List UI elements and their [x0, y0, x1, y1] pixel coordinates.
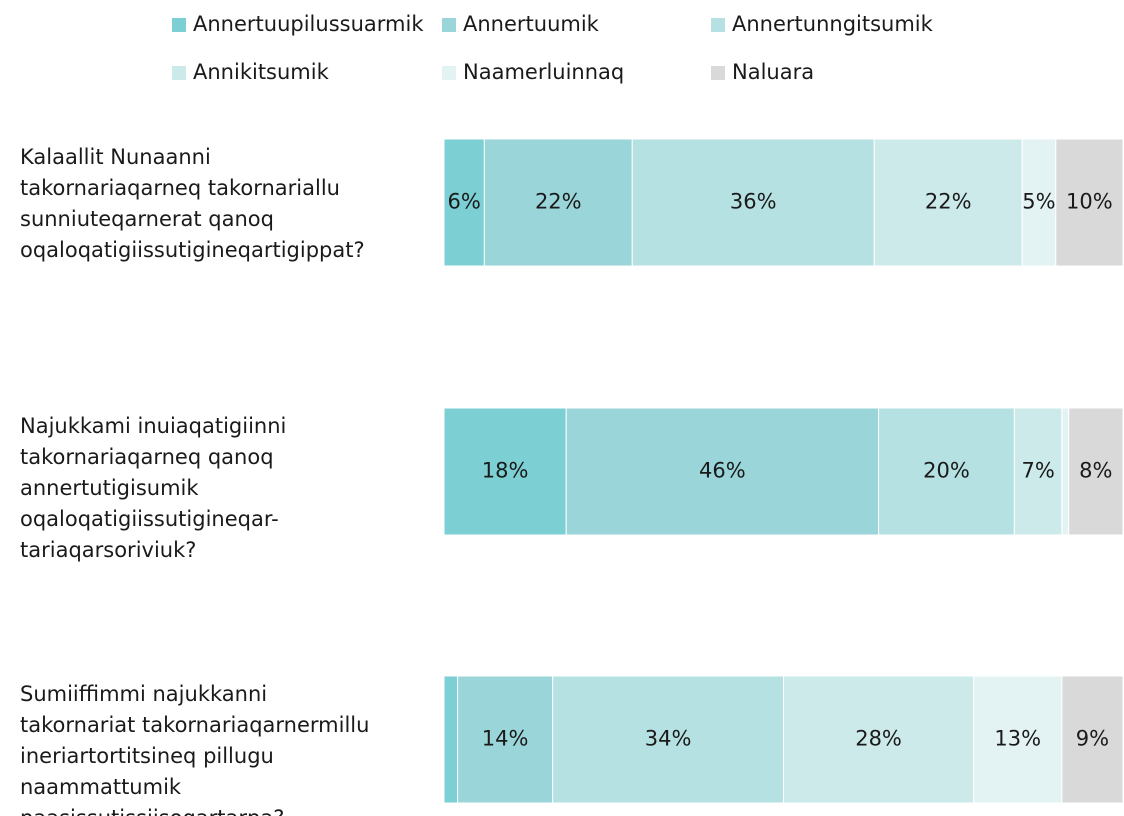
- legend-label: Naluara: [732, 60, 814, 84]
- legend-swatch: [442, 18, 456, 32]
- bar-segment: [552, 675, 785, 804]
- category-label: Sumiiffimmi najukkanni: [20, 682, 267, 706]
- category-label: ineriartortitsineq pillugu: [20, 744, 274, 768]
- value-label: 9%: [1076, 727, 1109, 751]
- bar-segment: [1055, 138, 1124, 267]
- value-label: 46%: [699, 459, 746, 483]
- category-label: annertutigisumik: [20, 476, 199, 500]
- bar-segment: [443, 138, 485, 267]
- legend-swatch: [711, 18, 725, 32]
- value-label: 34%: [645, 727, 692, 751]
- value-label: 10%: [1066, 190, 1113, 214]
- bar-segment: [443, 407, 567, 536]
- bar-segment: [1021, 138, 1057, 267]
- legend-label: Annertuupilussuarmik: [193, 12, 424, 36]
- bar-segment: [973, 675, 1063, 804]
- bar-segment: [565, 407, 880, 536]
- bar-segment: [1068, 407, 1124, 536]
- bar-segment: [631, 138, 875, 267]
- value-label: 14%: [482, 727, 529, 751]
- value-label: 8%: [1079, 459, 1112, 483]
- category-label: oqaloqatigiissutigineqar-: [20, 507, 279, 531]
- value-label: 36%: [730, 190, 777, 214]
- legend-label: Annikitsumik: [193, 60, 330, 84]
- bar-segment: [457, 675, 554, 804]
- value-label: 28%: [855, 727, 902, 751]
- value-label: 6%: [448, 190, 481, 214]
- bar-segment: [1061, 407, 1070, 536]
- category-label: oqaloqatigiissutigineqartigippat?: [20, 238, 365, 262]
- legend-label: Naamerluinnaq: [463, 60, 624, 84]
- category-label: takornariaqarneq qanoq: [20, 445, 274, 469]
- category-label: naammattumik: [20, 775, 182, 799]
- category-label: tariaqarsoriviuk?: [20, 538, 196, 562]
- legend-label: Annertunngitsumik: [732, 12, 934, 36]
- category-label: sunniuteqarnerat qanoq: [20, 207, 274, 231]
- category-label: paasissutissiisoqartarpa?: [20, 806, 284, 816]
- legend-swatch: [172, 18, 186, 32]
- legend-label: Annertuumik: [463, 12, 600, 36]
- bar-segment: [443, 675, 459, 804]
- bar-segment: [1061, 675, 1124, 804]
- value-label: 22%: [925, 190, 972, 214]
- value-label: 18%: [482, 459, 529, 483]
- category-label: takornariat takornariaqarnermillu: [20, 713, 369, 737]
- legend-swatch: [442, 66, 456, 80]
- bar-segment: [483, 138, 633, 267]
- value-label: 20%: [923, 459, 970, 483]
- bar-segment: [878, 407, 1015, 536]
- value-label: 13%: [994, 727, 1041, 751]
- category-label: Najukkami inuiaqatigiinni: [20, 414, 286, 438]
- category-label: Kalaallit Nunaanni: [20, 145, 211, 169]
- bar-segment: [873, 138, 1023, 267]
- legend-swatch: [172, 66, 186, 80]
- bar-segment: [783, 675, 975, 804]
- value-label: 5%: [1022, 190, 1055, 214]
- value-label: 22%: [535, 190, 582, 214]
- category-label: takornariaqarneq takornariallu: [20, 176, 340, 200]
- legend-swatch: [711, 66, 725, 80]
- bar-segment: [1013, 407, 1063, 536]
- value-label: 7%: [1021, 459, 1054, 483]
